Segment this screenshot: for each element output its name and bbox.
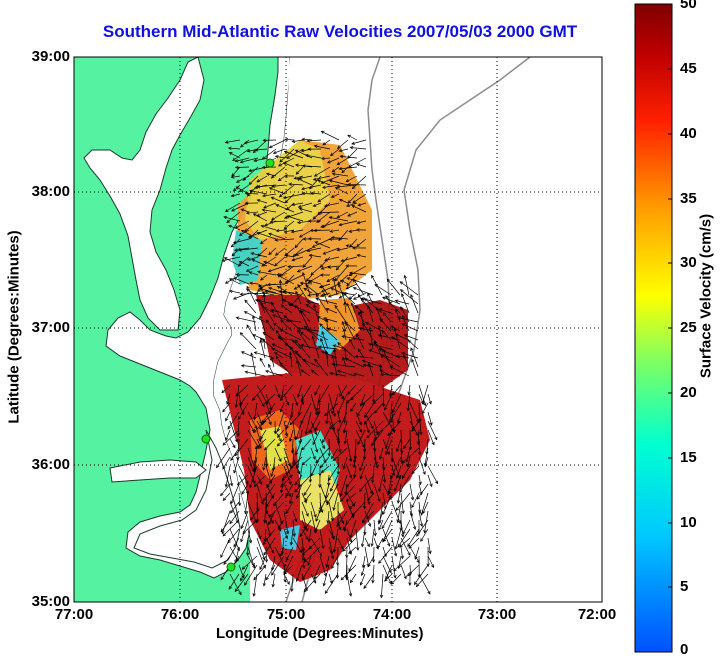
colorbar-tick-label: 10	[680, 514, 697, 531]
station-marker-south	[226, 562, 236, 572]
y-tick-label: 35:00	[31, 593, 70, 610]
grid-lines	[74, 57, 602, 602]
colorbar-tick-label: 30	[680, 254, 697, 271]
y-tick-label: 39:00	[31, 48, 70, 65]
colorbar-ticks	[668, 68, 672, 588]
y-axis-label: Latitude (Degrees:Minutes)	[5, 230, 23, 424]
x-tick-label: 77:00	[54, 606, 94, 623]
colorbar-tick-label: 40	[680, 125, 697, 142]
velocity-arrows	[216, 130, 439, 599]
colorbar-tick-label: 50	[680, 0, 697, 12]
colorbar	[634, 3, 673, 653]
x-tick-label: 72:00	[577, 606, 617, 623]
colorbar-tick-label: 0	[680, 641, 689, 658]
x-tick-label: 76:00	[160, 606, 200, 623]
y-tick-label: 37:00	[31, 319, 70, 336]
station-marker-middle	[201, 434, 211, 444]
colorbar-tick-label: 25	[680, 319, 697, 336]
colorbar-tick-label: 15	[680, 449, 697, 466]
x-tick-label: 73:00	[477, 606, 517, 623]
station-marker-north	[265, 158, 275, 168]
chesapeake-bay	[83, 57, 205, 331]
colorbar-tick-label: 20	[680, 384, 697, 401]
axes-frame	[73, 56, 603, 603]
y-tick-label: 36:00	[31, 456, 70, 473]
y-tick-label: 38:00	[31, 183, 70, 200]
colorbar-tick-label: 45	[680, 60, 697, 77]
pamlico-sound	[133, 429, 241, 569]
x-tick-label: 75:00	[266, 606, 306, 623]
x-axis-label: Longitude (Degrees:Minutes)	[216, 625, 424, 642]
chart-title: Southern Mid-Atlantic Raw Velocities 200…	[102, 22, 578, 41]
colorbar-tick-label: 35	[680, 190, 697, 207]
colorbar-tick-label: 5	[680, 578, 689, 595]
x-tick-label: 74:00	[372, 606, 412, 623]
colorbar-label: Surface Velocity (cm/s)	[697, 213, 715, 379]
